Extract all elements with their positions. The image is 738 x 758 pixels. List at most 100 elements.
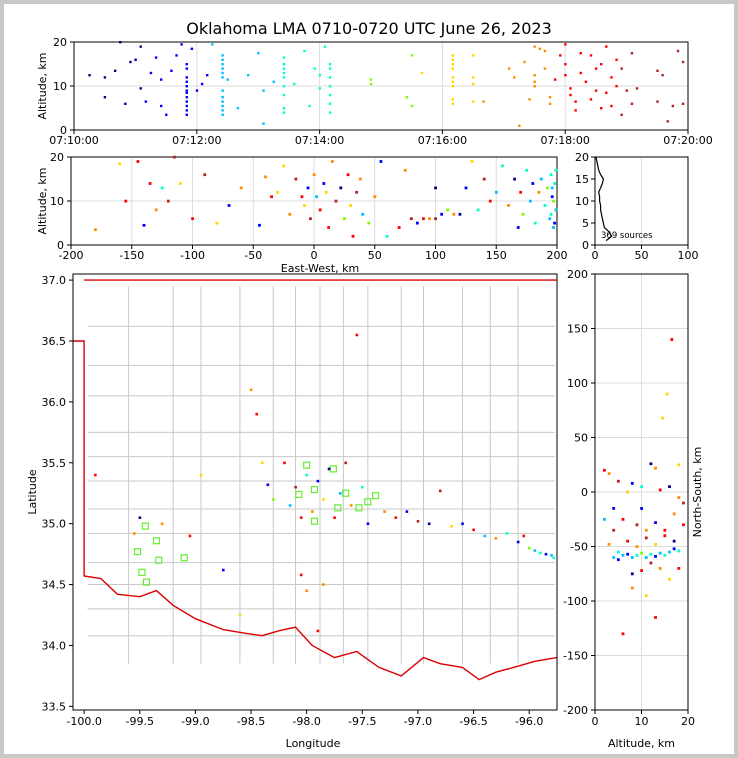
ns-alt-point [621,517,625,521]
time-height-point [666,120,669,123]
station-marker [180,554,188,562]
ew-height-point [554,208,558,212]
ew-height-point [339,186,343,190]
time-height-point [620,67,623,70]
ns-alt-point [663,553,667,557]
map-source-point [138,516,142,519]
ns-alt-point [616,479,620,483]
ew-height-point [239,186,243,190]
ns-alt-frame [594,273,689,711]
ns-alt-point [677,463,681,467]
ew-height-point [270,195,273,199]
time-height-point [221,58,224,61]
time-height-point [170,69,173,72]
station-marker [141,522,149,530]
time-height-point [661,74,664,77]
station-marker [310,517,319,525]
ew-height-point [550,195,554,199]
ew-height-point [282,164,286,168]
ew-height-point [434,217,437,221]
time-height-point [246,74,250,77]
map-tick-label-y: 36.5 [42,335,67,348]
ns-alt-point [663,528,667,532]
time-height-point [328,102,332,105]
ew-height-point [440,212,444,216]
ns-alt-point [682,501,685,505]
histogram-tick-label-y: 20 [575,151,589,164]
time-height-point [221,54,224,57]
time-height-point [175,54,178,57]
time-height-point [615,58,618,61]
map-tick-label-x: -98.5 [237,715,265,728]
ns-alt-point [668,577,671,581]
ns-alt-point [626,552,630,556]
map-source-point [494,537,498,540]
time-height-tick-label-x: 07:14:00 [295,134,344,147]
ns-alt-point [603,517,606,521]
time-height-point [257,52,260,55]
ns-alt-tick-label-y: 50 [574,432,588,445]
time-height-point [154,56,158,59]
ns-alt-point [668,550,671,554]
ew-height-point [294,177,298,181]
time-height-point [282,56,286,59]
ew-height-point [172,155,176,159]
time-height-point [134,58,137,61]
time-height-point [615,85,618,88]
ns-alt-point [640,485,643,489]
ns-alt-point [649,462,653,466]
ns-alt-point [649,561,653,565]
map-source-point [472,528,475,532]
map-source-point [94,473,97,477]
ns-alt-point [654,555,657,558]
ew-height-point [415,221,419,225]
map-source-point [260,461,264,465]
ew-height-xlabel: East-West, km [281,262,359,275]
map-tick-label-y: 34.0 [42,639,67,652]
station-marker [295,490,303,499]
ew-height-point [409,217,413,221]
time-height-point [185,76,188,79]
ew-height-tick-label-x: 50 [368,249,382,262]
time-height-point [303,49,306,53]
ns-alt-tick-label-y: 0 [581,486,588,499]
map-tick-label-x: -100.0 [66,715,101,728]
ew-height-point [516,226,520,229]
ew-height-point [361,212,365,216]
time-height-point [129,60,132,64]
time-height-point [451,102,455,105]
ew-height-point [507,204,510,207]
time-height-tick-label-x: 07:18:00 [540,134,589,147]
time-height-point [600,63,603,66]
map-tick-label-y: 35.0 [42,518,67,531]
time-height-point [656,100,659,103]
ew-height-point [470,160,474,163]
ew-height-point [215,221,219,225]
ew-height-tick-label-x: 150 [486,249,507,262]
map-source-point [405,510,409,513]
map-tick-label-x: -96.5 [459,715,487,728]
ns-alt-point [626,539,630,543]
ew-height-point [552,199,555,203]
ns-alt-point [630,572,634,576]
time-height-point [625,89,628,92]
time-height-point [543,67,547,70]
map-tick-label-x: -98.0 [292,715,320,728]
time-height-point [610,76,613,79]
ns-alt-ylabel: North-South, km [691,447,704,538]
map-tick-label-x: -97.5 [348,715,376,728]
time-height-tick-label-y: 10 [53,80,67,93]
time-height-point [564,43,567,46]
ns-alt-point [616,550,620,554]
time-height-point [518,124,521,127]
time-height-point [272,80,275,83]
ns-alt-tick-label-x: 0 [592,715,599,728]
map-source-point [552,556,556,560]
ns-alt-point [626,490,630,494]
map-source-point [550,554,553,557]
ew-height-point [488,199,492,203]
time-height-tick-label-y: 0 [60,124,67,137]
ew-height-point [545,186,549,190]
map-source-point [427,522,431,526]
time-height-point [282,76,286,79]
